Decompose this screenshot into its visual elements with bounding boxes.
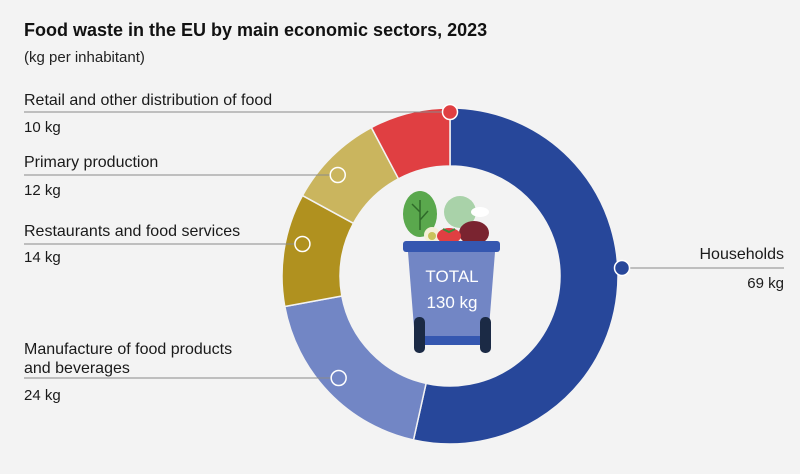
slice-marker-dot	[329, 166, 347, 184]
slice-value-label: 12 kg	[24, 182, 61, 199]
slice-marker-dot	[330, 369, 347, 387]
leader-lines	[24, 103, 784, 387]
slice-label: Retail and other distribution of food	[24, 92, 272, 109]
slice-label: Restaurants and food services	[24, 223, 240, 240]
slice-label: Households	[700, 246, 785, 263]
total-label: TOTAL	[425, 267, 478, 286]
slice-value-label: 14 kg	[24, 249, 61, 266]
chart-title: Food waste in the EU by main economic se…	[24, 20, 488, 40]
slice-marker-dot	[613, 259, 631, 277]
slice-label: Manufacture of food products and beverage…	[24, 341, 232, 377]
slice-value-label: 24 kg	[24, 387, 61, 404]
slice-manufacture-of-food-products-and-beverages	[283, 295, 427, 441]
slice-households	[412, 107, 619, 445]
slice-retail-and-other-distribution-of-food	[370, 107, 451, 180]
slice-marker-dot	[441, 103, 459, 121]
total-value: 130 kg	[426, 293, 477, 312]
slice-labels: Households 69 kg Manufacture of food produ…	[24, 92, 784, 404]
chart-subtitle: (kg per inhabitant)	[24, 49, 145, 66]
slice-value-label: 69 kg	[747, 275, 784, 292]
slice-label: Primary production	[24, 154, 158, 171]
donut-slices	[281, 107, 619, 445]
food-waste-bin-icon: TOTAL 130 kg	[403, 191, 500, 353]
slice-marker-dot	[294, 235, 311, 253]
slice-value-label: 10 kg	[24, 119, 61, 136]
